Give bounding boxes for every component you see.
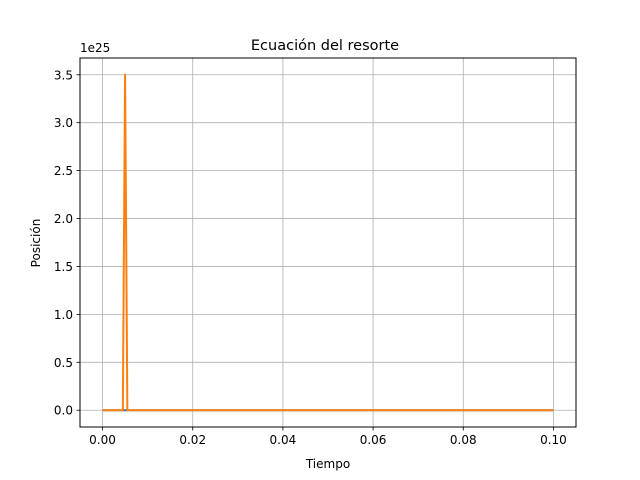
y-tick-label: 3.0 xyxy=(54,116,73,130)
y-axis: 0.0 0.5 1.0 1.5 2.0 2.5 3.0 3.5 xyxy=(54,68,80,418)
y-axis-offset-label: 1e25 xyxy=(80,41,110,55)
plot-area xyxy=(102,73,554,412)
y-tick-label: 3.5 xyxy=(54,68,73,82)
y-tick-label: 2.5 xyxy=(54,164,73,178)
chart-title: Ecuación del resorte xyxy=(251,38,399,54)
axes-frame xyxy=(79,57,577,428)
x-tick-label: 0.10 xyxy=(540,433,567,447)
grid-lines xyxy=(80,58,576,427)
y-tick-label: 0.5 xyxy=(54,356,73,370)
x-tick-label: 0.04 xyxy=(270,433,297,447)
x-tick-label: 0.02 xyxy=(179,433,206,447)
y-axis-label: Posición xyxy=(29,219,43,268)
y-tick-label: 1.5 xyxy=(54,260,73,274)
x-tick-label: 0.08 xyxy=(450,433,477,447)
x-tick-label: 0.00 xyxy=(89,433,116,447)
x-axis: 0.00 0.02 0.04 0.06 0.08 0.10 xyxy=(89,427,567,447)
x-tick-label: 0.06 xyxy=(360,433,387,447)
x-axis-label: Tiempo xyxy=(305,457,350,471)
y-tick-label: 1.0 xyxy=(54,308,73,322)
series-line-1 xyxy=(102,73,554,412)
y-tick-label: 2.0 xyxy=(54,212,73,226)
y-tick-label: 0.0 xyxy=(54,404,73,418)
